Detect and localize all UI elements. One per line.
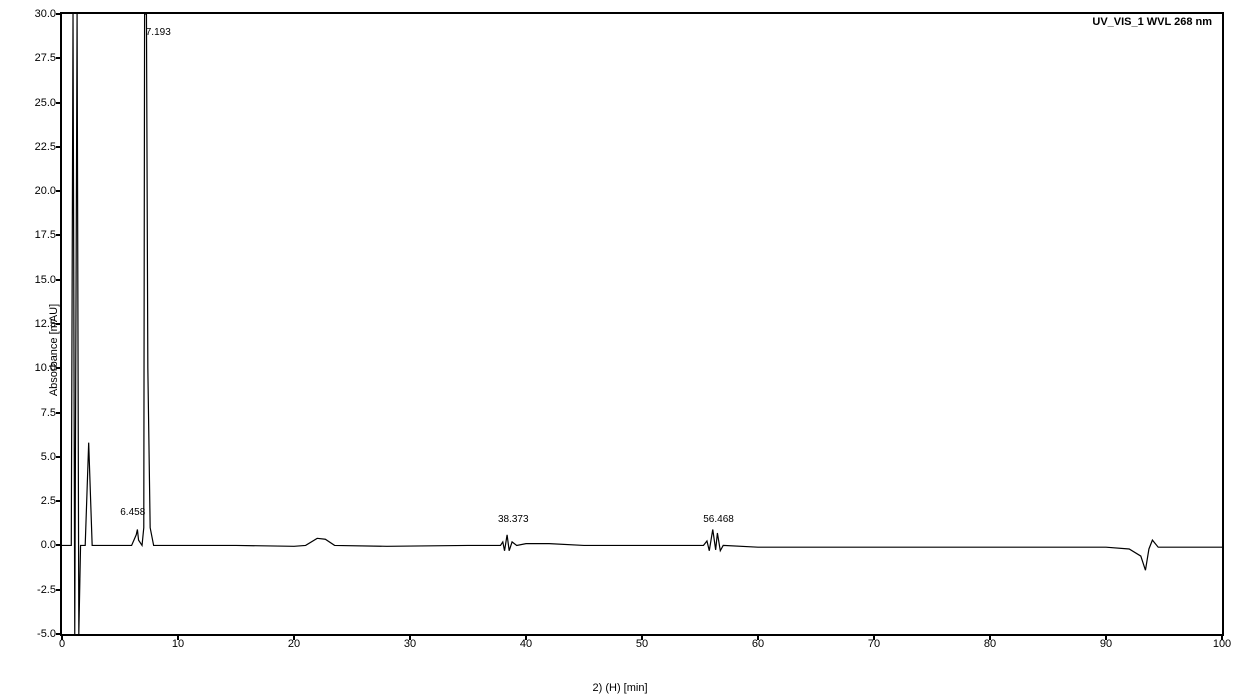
y-tick-label: 17.5 (35, 229, 56, 241)
chromatogram-trace (62, 14, 1222, 634)
y-tick-label: 0.0 (41, 539, 56, 551)
y-tick-label: -5.0 (37, 628, 56, 640)
y-tick-label: 27.5 (35, 52, 56, 64)
y-tick (56, 589, 62, 591)
y-tick-label: 22.5 (35, 141, 56, 153)
y-tick-label: 7.5 (41, 407, 56, 419)
y-tick (56, 279, 62, 281)
peak-label: 7.193 (146, 27, 171, 38)
x-tick-label: 70 (868, 638, 880, 650)
x-tick-label: 20 (288, 638, 300, 650)
y-tick-label: 25.0 (35, 97, 56, 109)
peak-label: 6.458 (120, 507, 145, 518)
y-tick-label: 30.0 (35, 8, 56, 20)
chromatogram-chart: UV_VIS_1 WVL 268 nm -5.0-2.50.02.55.07.5… (0, 0, 1240, 700)
x-tick-label: 50 (636, 638, 648, 650)
y-tick-label: 2.5 (41, 495, 56, 507)
y-tick (56, 500, 62, 502)
peak-label: 56.468 (703, 514, 734, 525)
y-tick (56, 412, 62, 414)
x-tick-label: 90 (1100, 638, 1112, 650)
x-tick-label: 0 (59, 638, 65, 650)
y-axis-label: Absorbance [mAU] (48, 304, 60, 396)
x-tick-label: 80 (984, 638, 996, 650)
x-tick-label: 30 (404, 638, 416, 650)
y-tick (56, 234, 62, 236)
y-tick (56, 57, 62, 59)
y-tick (56, 456, 62, 458)
x-tick-label: 100 (1213, 638, 1231, 650)
y-tick (56, 146, 62, 148)
y-tick-label: 15.0 (35, 274, 56, 286)
y-tick (56, 13, 62, 15)
x-tick-label: 10 (172, 638, 184, 650)
y-tick (56, 544, 62, 546)
y-tick-label: 5.0 (41, 451, 56, 463)
y-tick-label: -2.5 (37, 584, 56, 596)
y-tick (56, 190, 62, 192)
trace-line (62, 14, 1222, 634)
x-axis-label: 2) (H) [min] (593, 682, 648, 694)
x-tick-label: 40 (520, 638, 532, 650)
peak-label: 38.373 (498, 514, 529, 525)
y-tick-label: 20.0 (35, 185, 56, 197)
y-tick (56, 102, 62, 104)
plot-area: UV_VIS_1 WVL 268 nm -5.0-2.50.02.55.07.5… (60, 12, 1224, 636)
x-tick-label: 60 (752, 638, 764, 650)
